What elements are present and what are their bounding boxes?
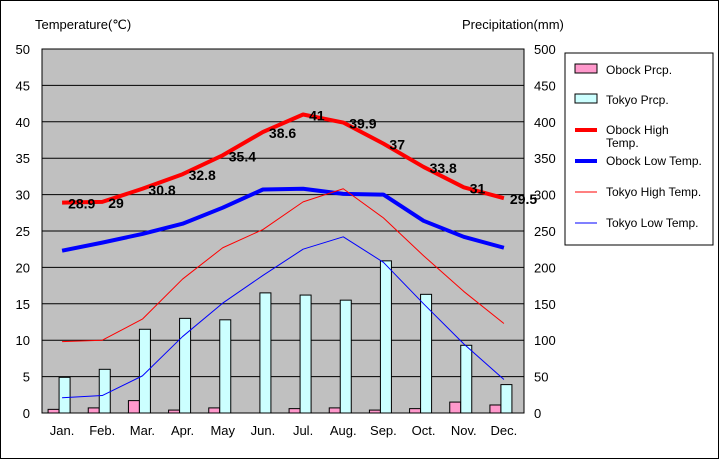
right-tick-label: 400: [534, 115, 556, 130]
legend-label: Tokyo Low Temp.: [606, 216, 699, 230]
obock-prcp-bar: [328, 407, 341, 414]
legend-swatch: [574, 93, 598, 104]
left-tick-label: 50: [16, 42, 30, 57]
tokyo-prcp-bar: [138, 328, 151, 414]
x-tick-label: Aug.: [330, 423, 357, 438]
obock-high-data-label: 30.8: [148, 182, 175, 198]
obock-high-data-label: 29.5: [510, 191, 537, 207]
legend-label: Tokyo High Temp.: [606, 185, 701, 199]
x-tick-label: Jul.: [293, 423, 313, 438]
obock-prcp-bar: [208, 407, 221, 414]
tokyo-prcp-bar: [379, 260, 392, 414]
tokyo-prcp-bar: [339, 299, 352, 414]
left-tick-label: 45: [16, 78, 30, 93]
right-tick-label: 150: [534, 297, 556, 312]
obock-prcp-bar: [409, 408, 422, 414]
right-tick-label: 500: [534, 42, 556, 57]
right-tick-label: 300: [534, 188, 556, 203]
tokyo-prcp-bar: [299, 294, 312, 414]
obock-prcp-bar: [449, 401, 462, 414]
x-tick-label: Mar.: [130, 423, 155, 438]
obock-prcp-bar: [127, 400, 140, 414]
tokyo-prcp-bar: [259, 292, 272, 414]
legend-swatch: [574, 63, 598, 74]
legend-label: Obock High: [606, 123, 669, 137]
obock-prcp-bar: [489, 404, 502, 414]
obock-prcp-bar: [47, 408, 60, 414]
obock-high-data-label: 29: [108, 195, 124, 211]
tokyo-prcp-bar: [58, 376, 71, 414]
x-tick-label: Dec.: [491, 423, 518, 438]
tokyo-low-line: [62, 236, 505, 399]
obock-high-data-label: 35.4: [229, 148, 256, 164]
x-tick-label: May: [210, 423, 235, 438]
left-tick-label: 30: [16, 188, 30, 203]
x-tick-label: Feb.: [89, 423, 115, 438]
x-tick-label: Nov.: [451, 423, 477, 438]
legend-label: Obock Prcp.: [606, 63, 672, 77]
left-tick-label: 40: [16, 115, 30, 130]
left-tick-label: 0: [23, 406, 30, 421]
obock-high-data-label: 39.9: [349, 116, 376, 132]
obock-high-data-label: 32.8: [189, 167, 216, 183]
obock-prcp-bar: [368, 409, 381, 414]
right-tick-label: 50: [534, 370, 548, 385]
x-tick-label: Sep.: [370, 423, 397, 438]
right-tick-label: 350: [534, 151, 556, 166]
obock-prcp-bar: [168, 409, 181, 414]
x-tick-label: Oct.: [412, 423, 436, 438]
obock-high-data-label: 31: [470, 180, 486, 196]
legend-box: [564, 52, 714, 246]
obock-high-line: [62, 112, 505, 205]
tokyo-prcp-bar: [460, 344, 473, 414]
obock-prcp-bar: [87, 407, 100, 414]
x-tick-label: Jun.: [251, 423, 276, 438]
legend-label: Temp.: [606, 136, 639, 150]
tokyo-prcp-bar: [500, 384, 513, 414]
legend-label: Tokyo Prcp.: [606, 93, 669, 107]
x-tick-label: Jan.: [50, 423, 75, 438]
tokyo-prcp-bar: [179, 317, 192, 414]
obock-high-data-label: 41: [309, 108, 325, 124]
tokyo-prcp-bar: [420, 293, 433, 414]
obock-high-data-label: 37: [389, 137, 405, 153]
right-axis-title: Precipitation(mm): [462, 17, 564, 32]
obock-high-data-label: 38.6: [269, 125, 296, 141]
obock-prcp-bar: [288, 408, 301, 414]
left-tick-label: 15: [16, 297, 30, 312]
tokyo-high-line: [62, 188, 505, 343]
left-tick-label: 5: [23, 370, 30, 385]
legend-label: Obock Low Temp.: [606, 154, 702, 168]
left-tick-label: 35: [16, 151, 30, 166]
right-tick-label: 100: [534, 333, 556, 348]
right-tick-label: 250: [534, 224, 556, 239]
tokyo-prcp-bar: [219, 319, 232, 414]
left-tick-label: 10: [16, 333, 30, 348]
obock-high-data-label: 33.8: [430, 160, 457, 176]
tokyo-prcp-bar: [98, 368, 111, 414]
left-tick-label: 25: [16, 224, 30, 239]
left-axis-title: Temperature(℃): [35, 17, 131, 32]
right-tick-label: 450: [534, 78, 556, 93]
obock-high-data-label: 28.9: [68, 196, 95, 212]
obock-low-line: [61, 186, 505, 253]
right-tick-label: 200: [534, 260, 556, 275]
left-tick-label: 20: [16, 260, 30, 275]
x-tick-label: Apr.: [171, 423, 194, 438]
right-tick-label: 0: [534, 406, 541, 421]
